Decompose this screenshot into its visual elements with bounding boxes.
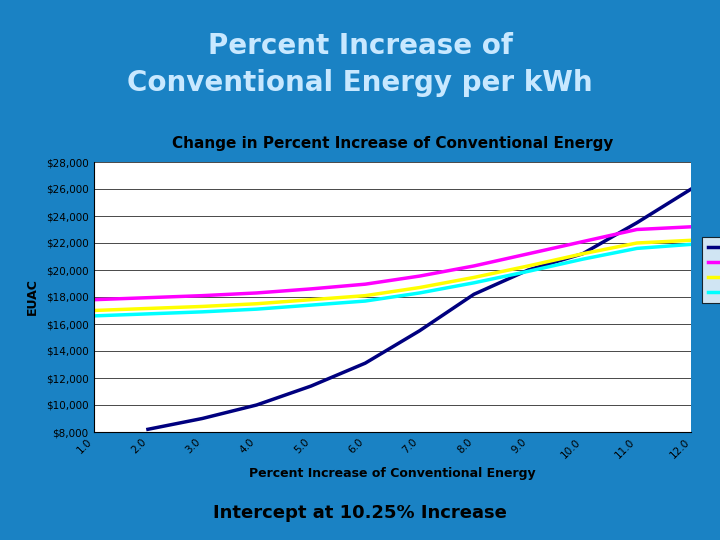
Solar: 30-yr Loan: (7, 1.83e+04): 30-yr Loan: (7, 1.83e+04) xyxy=(415,289,424,296)
Solar: 30-yr Loan: (12, 2.19e+04): 30-yr Loan: (12, 2.19e+04) xyxy=(687,241,696,247)
Conventional Energy xyxy=(143,426,152,433)
Solar: 30-yr Loan: (10, 2.08e+04): 30-yr Loan: (10, 2.08e+04) xyxy=(578,256,587,262)
Conventional Energy xyxy=(361,360,369,366)
Solar: 30-yr Loan: (9, 1.99e+04): 30-yr Loan: (9, 1.99e+04) xyxy=(524,268,533,274)
Solar: 30-yr Loan: (1, 1.66e+04): 30-yr Loan: (1, 1.66e+04) xyxy=(89,313,98,319)
Solar: 10-yr Loan: (3, 1.81e+04): 10-yr Loan: (3, 1.81e+04) xyxy=(198,293,207,299)
Solar: 20-yr Loan: (6, 1.81e+04): 20-yr Loan: (6, 1.81e+04) xyxy=(361,293,369,299)
Solar: 20-yr Loan: (9, 2.03e+04): 20-yr Loan: (9, 2.03e+04) xyxy=(524,262,533,269)
Solar: 20-yr Loan: (12, 2.22e+04): 20-yr Loan: (12, 2.22e+04) xyxy=(687,237,696,244)
X-axis label: Percent Increase of Conventional Energy: Percent Increase of Conventional Energy xyxy=(249,467,536,480)
Solar: 30-yr Loan: (4, 1.71e+04): 30-yr Loan: (4, 1.71e+04) xyxy=(252,306,261,312)
Solar: 30-yr Loan: (8, 1.9e+04): 30-yr Loan: (8, 1.9e+04) xyxy=(469,280,478,286)
Solar: 20-yr Loan: (10, 2.12e+04): 20-yr Loan: (10, 2.12e+04) xyxy=(578,251,587,257)
Solar: 30-yr Loan: (3, 1.69e+04): 30-yr Loan: (3, 1.69e+04) xyxy=(198,308,207,315)
Text: Intercept at 10.25% Increase: Intercept at 10.25% Increase xyxy=(213,504,507,522)
Solar: 10-yr Loan: (5, 1.86e+04): 10-yr Loan: (5, 1.86e+04) xyxy=(307,286,315,292)
Solar: 20-yr Loan: (5, 1.78e+04): 20-yr Loan: (5, 1.78e+04) xyxy=(307,296,315,303)
Solar: 30-yr Loan: (6, 1.77e+04): 30-yr Loan: (6, 1.77e+04) xyxy=(361,298,369,305)
Conventional Energy xyxy=(578,251,587,257)
Solar: 10-yr Loan: (7, 1.96e+04): 10-yr Loan: (7, 1.96e+04) xyxy=(415,273,424,279)
Conventional Energy xyxy=(415,327,424,334)
Solar: 30-yr Loan: (11, 2.16e+04): 30-yr Loan: (11, 2.16e+04) xyxy=(633,245,642,252)
Line: Solar: 20-yr Loan: Solar: 20-yr Loan xyxy=(94,240,691,310)
Solar: 20-yr Loan: (1, 1.7e+04): 20-yr Loan: (1, 1.7e+04) xyxy=(89,307,98,314)
Conventional Energy xyxy=(687,186,696,192)
Solar: 10-yr Loan: (4, 1.83e+04): 10-yr Loan: (4, 1.83e+04) xyxy=(252,289,261,296)
Solar: 20-yr Loan: (4, 1.75e+04): 20-yr Loan: (4, 1.75e+04) xyxy=(252,300,261,307)
Solar: 10-yr Loan: (1, 1.78e+04): 10-yr Loan: (1, 1.78e+04) xyxy=(89,296,98,303)
Solar: 20-yr Loan: (2, 1.72e+04): 20-yr Loan: (2, 1.72e+04) xyxy=(143,305,152,312)
Solar: 10-yr Loan: (2, 1.8e+04): 10-yr Loan: (2, 1.8e+04) xyxy=(143,294,152,301)
Conventional Energy xyxy=(307,383,315,389)
Solar: 20-yr Loan: (8, 1.94e+04): 20-yr Loan: (8, 1.94e+04) xyxy=(469,274,478,281)
Line: Conventional Energy: Conventional Energy xyxy=(148,189,691,429)
Solar: 20-yr Loan: (11, 2.2e+04): 20-yr Loan: (11, 2.2e+04) xyxy=(633,240,642,246)
Y-axis label: EUAC: EUAC xyxy=(26,279,39,315)
Solar: 10-yr Loan: (11, 2.3e+04): 10-yr Loan: (11, 2.3e+04) xyxy=(633,226,642,233)
Solar: 10-yr Loan: (8, 2.03e+04): 10-yr Loan: (8, 2.03e+04) xyxy=(469,262,478,269)
Conventional Energy xyxy=(469,291,478,298)
Conventional Energy xyxy=(524,267,533,273)
Solar: 10-yr Loan: (12, 2.32e+04): 10-yr Loan: (12, 2.32e+04) xyxy=(687,224,696,230)
Solar: 30-yr Loan: (2, 1.68e+04): 30-yr Loan: (2, 1.68e+04) xyxy=(143,310,152,317)
Solar: 20-yr Loan: (7, 1.87e+04): 20-yr Loan: (7, 1.87e+04) xyxy=(415,284,424,291)
Line: Solar: 10-yr Loan: Solar: 10-yr Loan xyxy=(94,227,691,300)
Text: Percent Increase of
Conventional Energy per kWh: Percent Increase of Conventional Energy … xyxy=(127,32,593,97)
Conventional Energy xyxy=(252,402,261,408)
Line: Solar: 30-yr Loan: Solar: 30-yr Loan xyxy=(94,244,691,316)
Conventional Energy xyxy=(633,219,642,226)
Solar: 10-yr Loan: (10, 2.21e+04): 10-yr Loan: (10, 2.21e+04) xyxy=(578,238,587,245)
Solar: 20-yr Loan: (3, 1.73e+04): 20-yr Loan: (3, 1.73e+04) xyxy=(198,303,207,309)
Solar: 30-yr Loan: (5, 1.74e+04): 30-yr Loan: (5, 1.74e+04) xyxy=(307,302,315,308)
Solar: 10-yr Loan: (9, 2.12e+04): 10-yr Loan: (9, 2.12e+04) xyxy=(524,251,533,257)
Legend: Conventional Energy, Solar: 10-yr Loan, Solar: 20-yr Loan, Solar: 30-yr Loan: Conventional Energy, Solar: 10-yr Loan, … xyxy=(703,237,720,303)
Title: Change in Percent Increase of Conventional Energy: Change in Percent Increase of Convention… xyxy=(171,136,613,151)
Solar: 10-yr Loan: (6, 1.9e+04): 10-yr Loan: (6, 1.9e+04) xyxy=(361,281,369,287)
Conventional Energy xyxy=(198,415,207,422)
